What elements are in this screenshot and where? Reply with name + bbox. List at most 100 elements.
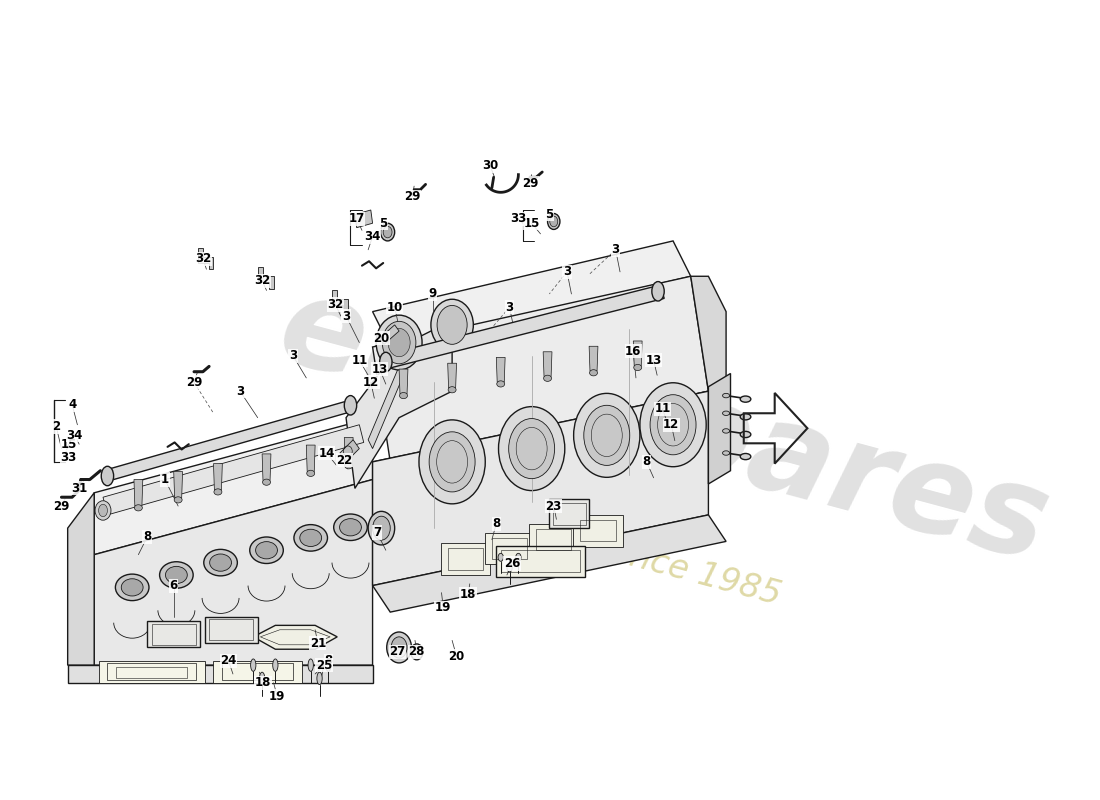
- Polygon shape: [485, 533, 535, 564]
- Ellipse shape: [437, 306, 468, 344]
- Polygon shape: [543, 352, 552, 377]
- Ellipse shape: [516, 554, 521, 562]
- Ellipse shape: [379, 352, 392, 372]
- Ellipse shape: [392, 637, 407, 658]
- Ellipse shape: [204, 550, 238, 576]
- Ellipse shape: [498, 554, 504, 562]
- Ellipse shape: [260, 672, 265, 685]
- Polygon shape: [205, 617, 257, 643]
- Ellipse shape: [160, 562, 194, 588]
- Ellipse shape: [263, 479, 271, 486]
- Ellipse shape: [723, 451, 729, 455]
- Ellipse shape: [300, 530, 321, 546]
- Text: 12: 12: [663, 418, 680, 431]
- Ellipse shape: [508, 418, 554, 478]
- Text: 15: 15: [524, 217, 540, 230]
- Polygon shape: [355, 210, 373, 228]
- Text: a passion since 1985: a passion since 1985: [438, 489, 785, 612]
- Ellipse shape: [174, 497, 183, 503]
- Text: 8: 8: [642, 455, 651, 468]
- Polygon shape: [373, 391, 726, 488]
- Polygon shape: [496, 358, 505, 382]
- Text: 11: 11: [654, 402, 671, 415]
- Text: 29: 29: [521, 177, 538, 190]
- Polygon shape: [340, 440, 360, 462]
- Text: 5: 5: [546, 208, 553, 221]
- Polygon shape: [262, 454, 271, 481]
- Polygon shape: [496, 546, 585, 577]
- Ellipse shape: [333, 514, 367, 541]
- Text: 30: 30: [482, 159, 498, 172]
- Text: 34: 34: [67, 429, 82, 442]
- Ellipse shape: [373, 516, 390, 540]
- Ellipse shape: [723, 411, 729, 415]
- Text: 15: 15: [60, 438, 77, 450]
- Polygon shape: [382, 285, 664, 369]
- Ellipse shape: [507, 564, 513, 572]
- Text: 18: 18: [460, 588, 476, 601]
- Text: 31: 31: [72, 482, 87, 495]
- Polygon shape: [147, 621, 200, 647]
- Text: 8: 8: [492, 518, 500, 530]
- Text: 29: 29: [53, 499, 69, 513]
- Polygon shape: [306, 445, 315, 471]
- Text: 3: 3: [235, 385, 244, 398]
- Text: 3: 3: [506, 301, 514, 314]
- Polygon shape: [373, 276, 708, 462]
- Ellipse shape: [399, 393, 407, 398]
- Text: 8: 8: [143, 530, 152, 543]
- Text: 29: 29: [404, 190, 420, 203]
- Text: 28: 28: [408, 646, 425, 658]
- Text: 33: 33: [510, 212, 527, 226]
- Ellipse shape: [429, 432, 475, 492]
- Text: eurospares: eurospares: [267, 266, 1062, 587]
- Ellipse shape: [165, 566, 187, 584]
- Ellipse shape: [273, 659, 278, 671]
- Text: 19: 19: [436, 601, 451, 614]
- Ellipse shape: [99, 504, 108, 517]
- Ellipse shape: [368, 511, 395, 545]
- Ellipse shape: [584, 406, 630, 466]
- Polygon shape: [529, 524, 579, 555]
- Text: 12: 12: [363, 376, 378, 389]
- Text: 29: 29: [186, 376, 202, 389]
- Ellipse shape: [255, 542, 277, 559]
- Polygon shape: [68, 493, 95, 665]
- Text: 16: 16: [625, 345, 641, 358]
- Text: 1: 1: [161, 473, 169, 486]
- Ellipse shape: [431, 299, 473, 350]
- Ellipse shape: [251, 659, 256, 671]
- Polygon shape: [95, 418, 373, 554]
- Polygon shape: [634, 341, 642, 366]
- Polygon shape: [441, 543, 491, 575]
- Ellipse shape: [590, 370, 597, 376]
- Text: 7: 7: [373, 526, 381, 539]
- Ellipse shape: [448, 386, 456, 393]
- Text: 27: 27: [389, 646, 406, 658]
- Ellipse shape: [381, 223, 395, 241]
- Ellipse shape: [317, 672, 322, 685]
- Ellipse shape: [573, 394, 640, 478]
- Ellipse shape: [387, 632, 411, 663]
- Ellipse shape: [497, 381, 505, 387]
- Text: 17: 17: [349, 212, 365, 226]
- Ellipse shape: [723, 394, 729, 398]
- Polygon shape: [373, 241, 691, 347]
- Ellipse shape: [640, 382, 706, 466]
- Polygon shape: [399, 369, 408, 394]
- Text: 2: 2: [52, 420, 60, 433]
- Text: 3: 3: [612, 243, 619, 256]
- Text: 20: 20: [449, 650, 464, 662]
- Text: 23: 23: [546, 499, 562, 513]
- Text: 26: 26: [504, 557, 520, 570]
- Ellipse shape: [210, 554, 231, 571]
- Ellipse shape: [723, 429, 729, 433]
- Ellipse shape: [740, 414, 751, 420]
- Ellipse shape: [548, 214, 560, 230]
- Ellipse shape: [634, 364, 641, 370]
- Polygon shape: [379, 325, 399, 344]
- Polygon shape: [691, 276, 726, 418]
- Polygon shape: [590, 346, 598, 371]
- Ellipse shape: [419, 420, 485, 504]
- Polygon shape: [332, 290, 348, 312]
